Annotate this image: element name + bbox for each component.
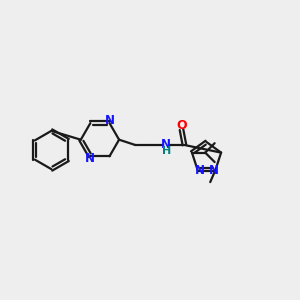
Text: H: H: [162, 146, 171, 157]
Text: N: N: [104, 114, 115, 127]
Text: N: N: [85, 152, 95, 165]
Text: N: N: [161, 139, 171, 152]
Text: N: N: [195, 164, 205, 177]
Text: O: O: [176, 119, 187, 132]
Text: N: N: [208, 164, 218, 177]
